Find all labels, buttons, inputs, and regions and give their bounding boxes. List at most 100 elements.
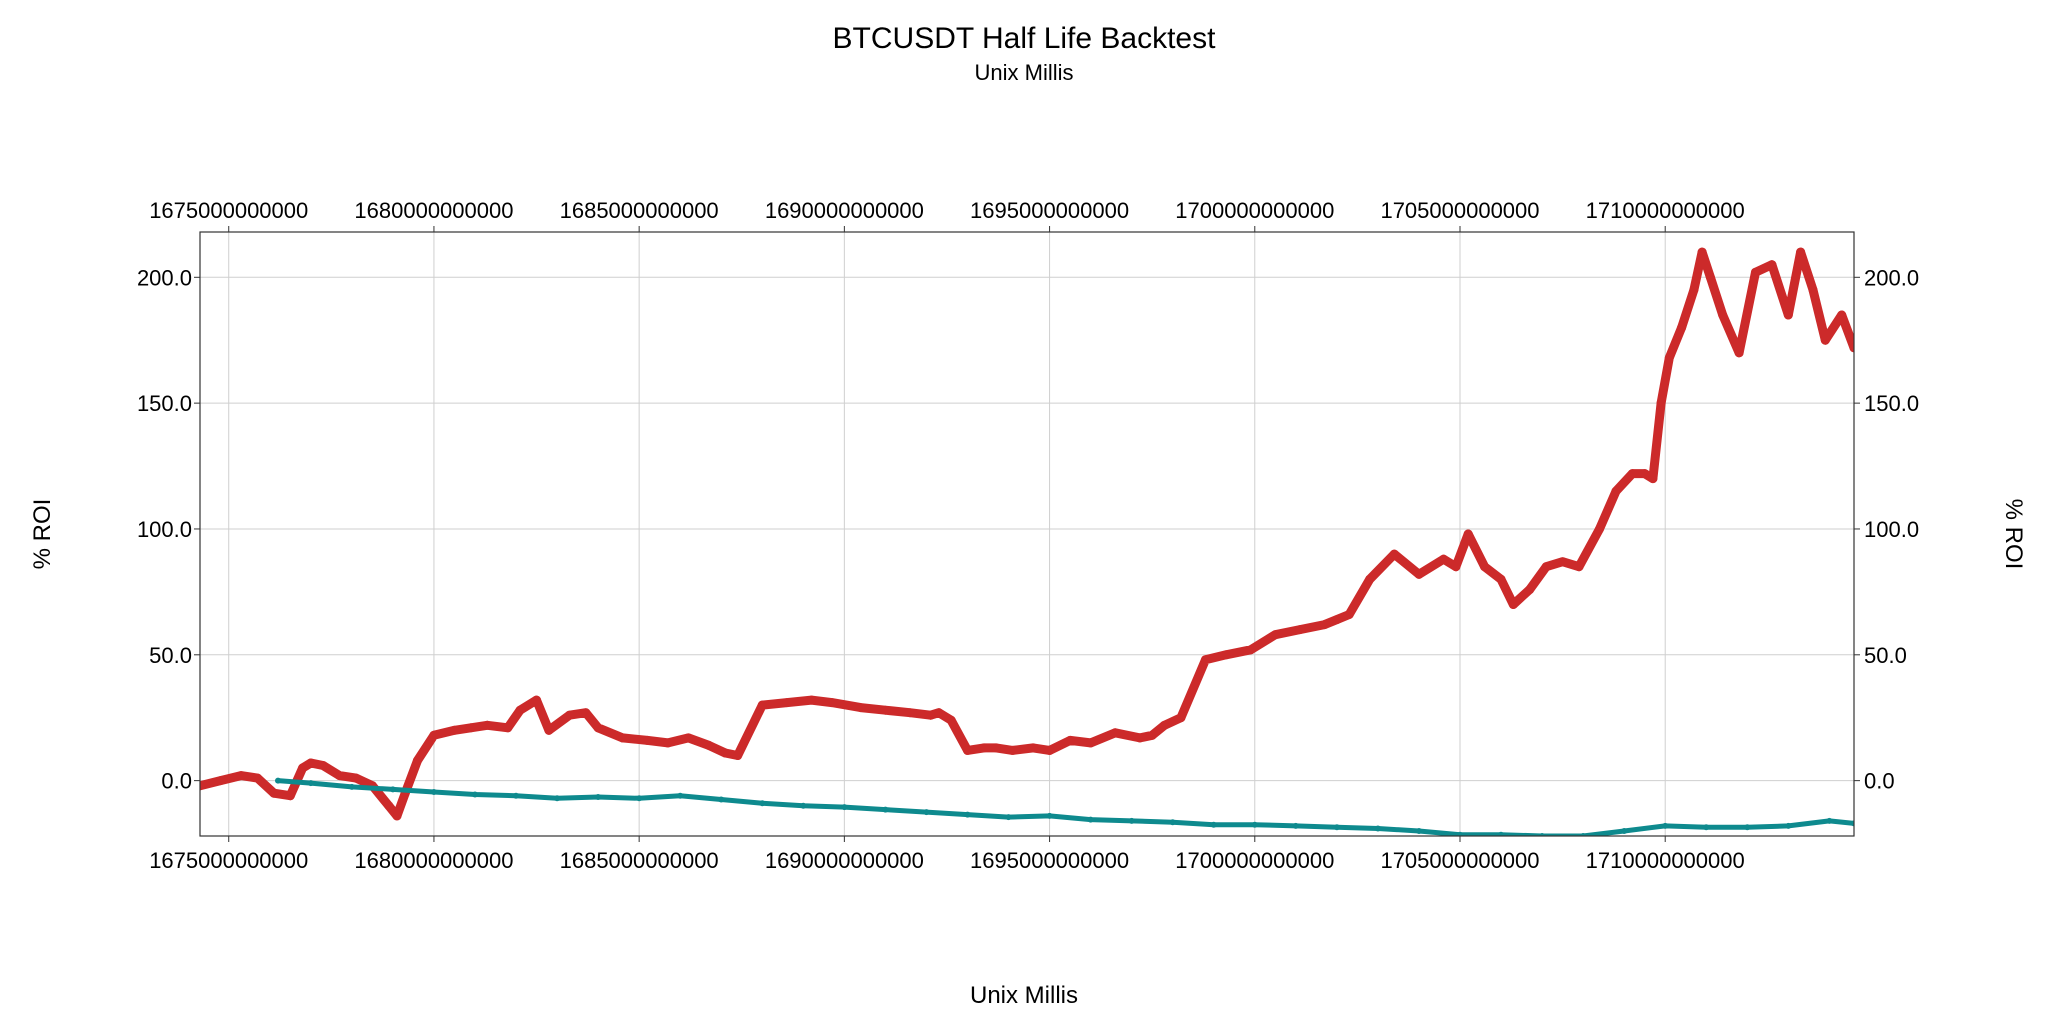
data-point-benchmark — [800, 802, 807, 809]
data-point-strategy — [564, 710, 574, 720]
data-point-strategy — [704, 740, 714, 750]
data-point-strategy — [946, 715, 956, 725]
data-point-benchmark — [472, 791, 478, 798]
y-tick-label-right: 200.0 — [1864, 265, 1919, 290]
data-point-strategy — [926, 710, 936, 720]
x-tick-label-top: 1700000000000 — [1175, 198, 1334, 223]
data-point-benchmark — [1662, 822, 1669, 829]
data-point-strategy — [1332, 615, 1342, 625]
y-tick-label-right: 100.0 — [1864, 517, 1919, 542]
y-tick-label: 50.0 — [149, 643, 192, 668]
y-tick-label: 200.0 — [137, 265, 192, 290]
x-tick-label-top: 1710000000000 — [1586, 198, 1745, 223]
x-tick-label: 1680000000000 — [354, 848, 513, 873]
data-point-strategy — [392, 811, 402, 821]
data-point-strategy — [482, 720, 492, 730]
data-point-benchmark — [1374, 825, 1381, 832]
data-point-strategy — [503, 723, 513, 733]
data-point-strategy — [532, 695, 541, 705]
data-point-benchmark — [1333, 824, 1340, 831]
series-line-benchmark — [275, 778, 1854, 836]
data-point-strategy — [269, 788, 279, 798]
data-point-strategy — [1705, 272, 1715, 282]
data-point-benchmark — [430, 789, 437, 795]
data-point-strategy — [618, 733, 628, 743]
data-point-strategy — [429, 730, 439, 740]
data-point-strategy — [1648, 474, 1658, 484]
data-point-strategy — [285, 791, 295, 801]
data-point-strategy — [1541, 562, 1551, 572]
data-point-strategy — [683, 733, 693, 743]
data-point-strategy — [1320, 620, 1330, 630]
data-point-strategy — [253, 773, 262, 783]
grid — [200, 232, 1854, 836]
data-point-benchmark — [841, 804, 848, 811]
y-axis-label-right: % ROI — [2000, 499, 2027, 570]
x-axis-label: Unix Millis — [970, 982, 1078, 1009]
data-point-strategy — [1574, 562, 1584, 572]
data-point-strategy — [1221, 650, 1231, 660]
y-tick-label: 0.0 — [161, 769, 192, 794]
data-point-strategy — [335, 771, 344, 781]
data-point-strategy — [663, 738, 673, 748]
data-point-strategy — [1496, 574, 1506, 584]
data-point-strategy — [1595, 524, 1604, 534]
data-point-strategy — [1508, 600, 1518, 609]
data-point-benchmark — [1744, 824, 1751, 831]
x-tick-label: 1675000000000 — [149, 848, 308, 873]
data-point-strategy — [1808, 285, 1818, 295]
data-point-benchmark — [348, 783, 355, 790]
data-point-strategy — [351, 773, 361, 783]
data-point-strategy — [1783, 310, 1793, 320]
data-point-benchmark — [554, 795, 561, 802]
y-axis-label-left: % ROI — [29, 499, 56, 570]
series-benchmark — [275, 777, 1854, 836]
data-point-benchmark — [882, 806, 889, 813]
data-point-strategy — [1086, 738, 1096, 748]
data-point-strategy — [1820, 335, 1830, 345]
data-point-benchmark — [677, 792, 684, 799]
data-point-strategy — [1110, 728, 1120, 738]
data-point-benchmark — [718, 796, 725, 803]
data-point-benchmark — [1539, 833, 1546, 836]
chart-title: BTCUSDT Half Life Backtest — [833, 22, 1217, 55]
data-point-strategy — [1414, 569, 1424, 579]
data-point-strategy — [733, 751, 743, 760]
data-point-strategy — [979, 743, 989, 753]
data-point-strategy — [1718, 310, 1728, 320]
data-point-strategy — [1008, 745, 1018, 755]
data-point-benchmark — [1210, 821, 1217, 828]
series-strategy — [200, 247, 1854, 821]
data-point-benchmark — [1703, 824, 1710, 831]
data-point-strategy — [782, 698, 792, 708]
data-point-strategy — [757, 700, 767, 710]
data-point-benchmark — [923, 809, 930, 816]
data-point-strategy — [1065, 735, 1075, 745]
y-tick-label-right: 150.0 — [1864, 391, 1919, 416]
data-point-benchmark — [1826, 817, 1833, 824]
data-point-benchmark — [759, 800, 766, 807]
data-point-benchmark — [307, 780, 314, 787]
data-point-benchmark — [1498, 831, 1504, 836]
data-point-strategy — [1689, 285, 1699, 295]
data-point-strategy — [1525, 584, 1535, 594]
data-point-strategy — [216, 776, 225, 786]
plot-series — [200, 247, 1854, 836]
data-point-strategy — [236, 771, 246, 781]
x-tick-label-top: 1680000000000 — [354, 198, 513, 223]
data-point-benchmark — [1580, 833, 1587, 836]
data-point-benchmark — [1457, 831, 1463, 836]
x-tick-label-top: 1695000000000 — [970, 198, 1129, 223]
data-point-benchmark — [1251, 821, 1258, 828]
data-point-strategy — [1558, 557, 1568, 567]
data-point-strategy — [1627, 469, 1637, 479]
data-point-strategy — [450, 725, 459, 735]
data-point-strategy — [963, 745, 972, 755]
data-point-strategy — [1270, 630, 1280, 640]
data-point-benchmark — [1621, 828, 1628, 834]
x-tick-label: 1690000000000 — [765, 848, 924, 873]
data-point-benchmark — [1416, 828, 1422, 834]
data-point-strategy — [1463, 529, 1473, 539]
data-point-strategy — [593, 723, 603, 733]
